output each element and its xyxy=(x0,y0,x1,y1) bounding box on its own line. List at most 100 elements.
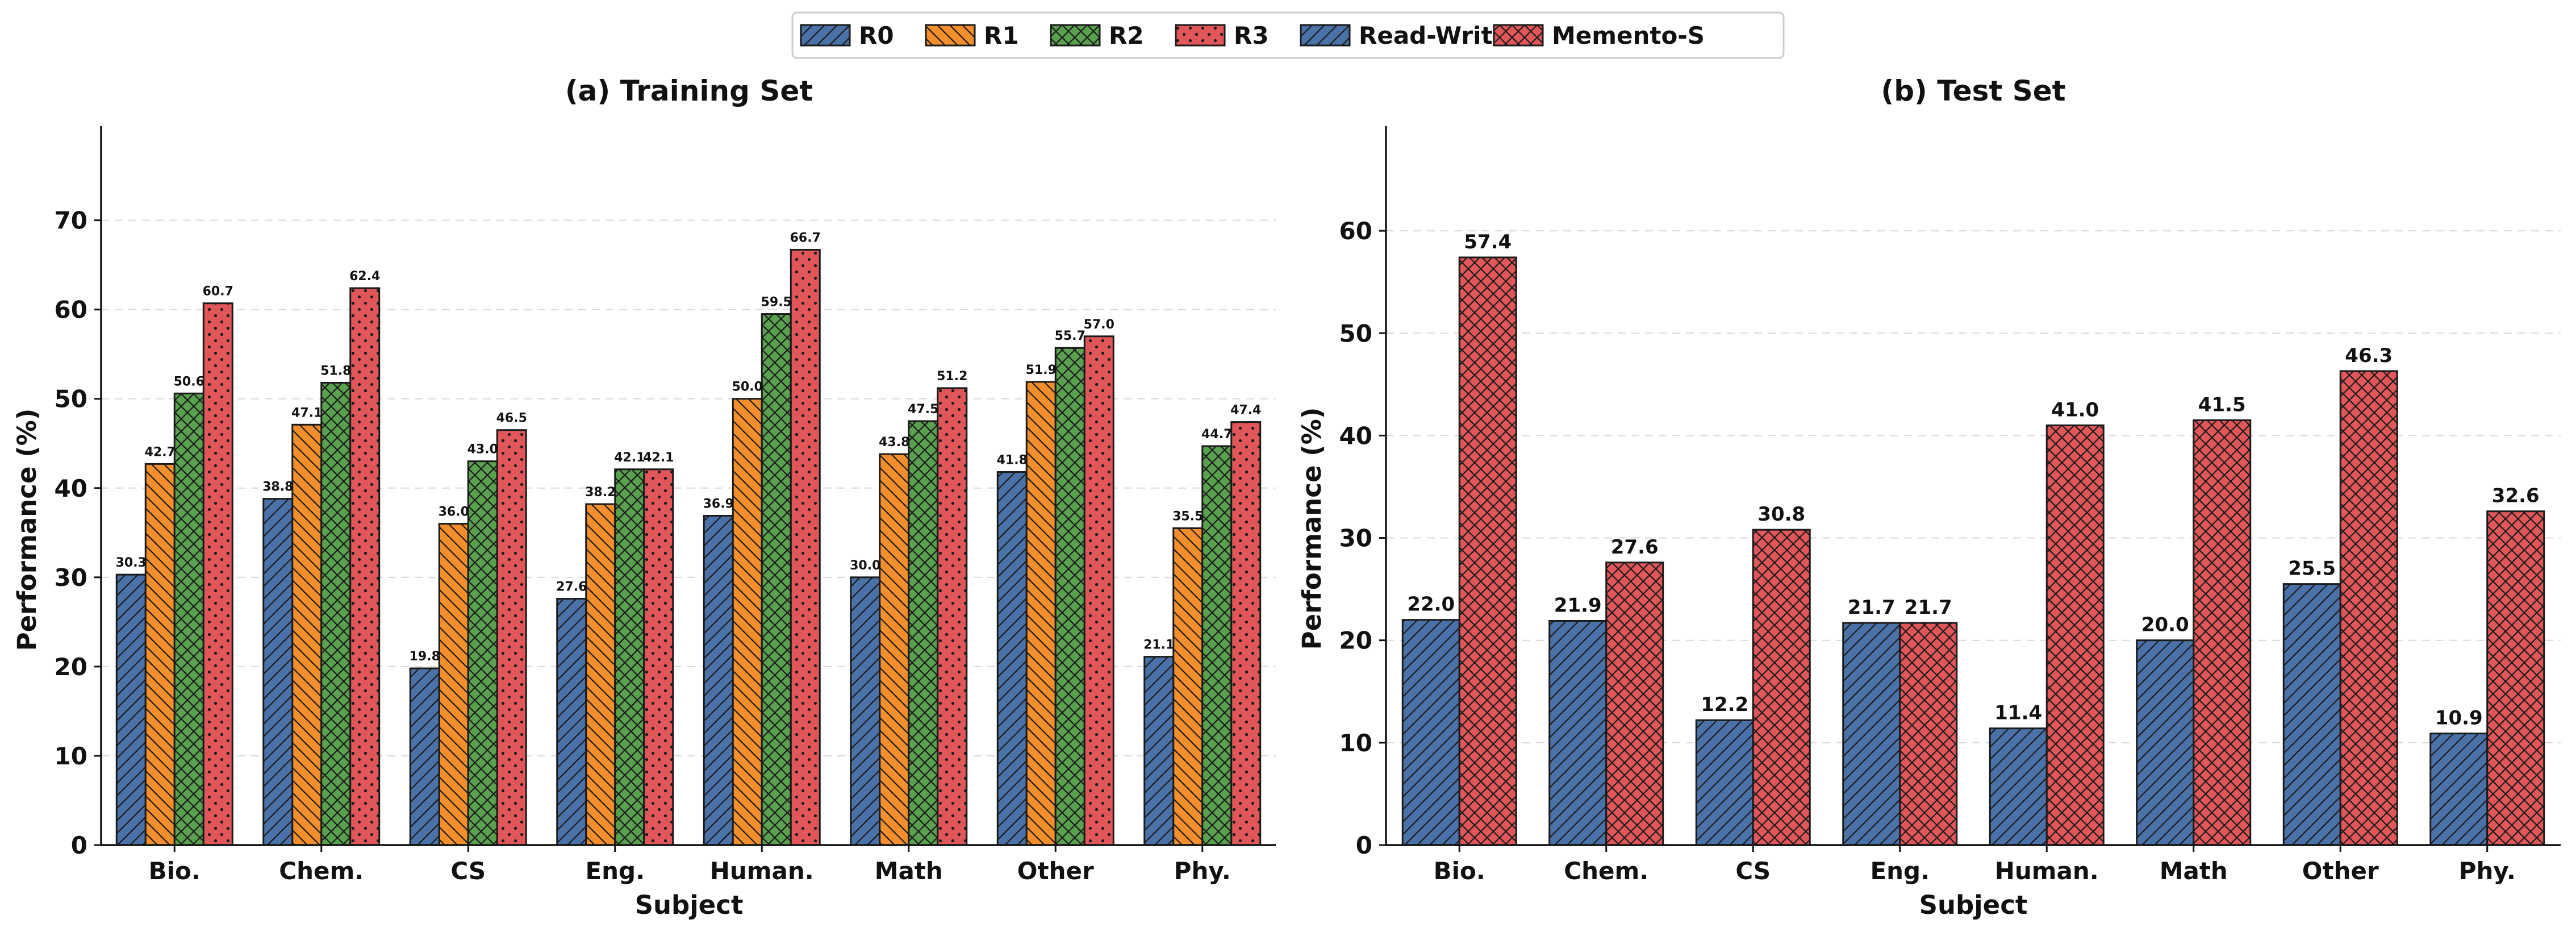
data-label: 47.1 xyxy=(291,406,322,420)
legend-item-r0: R0 xyxy=(800,22,894,49)
data-label: 43.0 xyxy=(467,443,498,457)
data-label: 41.0 xyxy=(2051,398,2099,421)
legend-item-memento-s: Memento-S xyxy=(1493,22,1705,49)
data-label: 42.1 xyxy=(614,451,645,465)
chart-title: (a) Training Set xyxy=(565,74,813,107)
bar-read-write-bio xyxy=(1401,619,1460,846)
training-set-chart: (a) Training Set Performance (%) Subject… xyxy=(12,74,1276,920)
bar-r0-chem xyxy=(262,498,294,846)
data-label: 47.5 xyxy=(908,402,938,417)
data-label: 10.9 xyxy=(2435,707,2483,730)
data-label: 11.4 xyxy=(1994,702,2042,725)
data-label: 41.8 xyxy=(997,454,1028,468)
bar-memento-s-chem xyxy=(1605,561,1664,846)
data-label: 27.6 xyxy=(556,580,587,594)
legend-item-r3: R3 xyxy=(1175,22,1269,49)
test-set-chart: (b) Test Set Performance (%) Subject 22.… xyxy=(1297,74,2561,920)
data-label: 41.5 xyxy=(2198,393,2246,416)
bar-r3-phy xyxy=(1230,421,1262,846)
bar-r2-human xyxy=(761,313,792,846)
bar-r1-other xyxy=(1025,381,1057,846)
legend-swatch xyxy=(1300,24,1351,47)
data-label: 42.1 xyxy=(643,451,674,465)
x-axis-label: Subject xyxy=(635,890,744,920)
data-label: 47.4 xyxy=(1230,403,1261,418)
data-label: 42.7 xyxy=(145,445,176,459)
data-label: 19.8 xyxy=(410,650,440,664)
legend-item-read-write: Read-Write xyxy=(1300,22,1509,49)
legend-label: Memento-S xyxy=(1552,22,1705,49)
bar-memento-s-human xyxy=(2045,424,2105,846)
y-tick-label: 20 xyxy=(55,653,87,681)
y-tick-label: 50 xyxy=(1339,319,1372,347)
bar-r1-bio xyxy=(144,463,176,846)
bar-memento-s-math xyxy=(2193,419,2252,846)
data-label: 21.9 xyxy=(1554,594,1602,617)
legend: R0 R1 R2 R3 Read-Write Memento-S xyxy=(791,11,1785,59)
chart-title: (b) Test Set xyxy=(1881,74,2065,107)
bar-r1-math xyxy=(879,453,910,846)
data-label: 55.7 xyxy=(1055,329,1085,343)
x-tick-label: Phy. xyxy=(1174,857,1231,885)
legend-label: R1 xyxy=(984,22,1019,49)
data-label: 21.7 xyxy=(1905,596,1952,619)
data-label: 57.0 xyxy=(1084,318,1114,332)
bar-r3-other xyxy=(1083,335,1114,846)
bar-r3-chem xyxy=(349,287,381,846)
bar-r0-other xyxy=(996,471,1028,846)
y-tick-label: 30 xyxy=(55,564,87,592)
x-tick-label: CS xyxy=(1735,857,1771,885)
bar-r0-human xyxy=(703,514,734,846)
data-label: 21.7 xyxy=(1848,596,1896,619)
legend-swatch xyxy=(800,24,851,47)
y-tick-label: 0 xyxy=(71,831,87,859)
data-label: 30.8 xyxy=(1757,503,1805,526)
bar-memento-s-bio xyxy=(1458,256,1517,846)
legend-frame xyxy=(791,11,1785,59)
data-label: 50.0 xyxy=(732,380,763,394)
data-label: 46.3 xyxy=(2345,344,2393,367)
data-label: 12.2 xyxy=(1701,693,1748,716)
data-label: 51.2 xyxy=(937,369,967,384)
legend-swatch xyxy=(1175,24,1226,47)
bar-r2-chem xyxy=(320,381,352,846)
data-label: 20.0 xyxy=(2141,614,2189,637)
data-label: 38.2 xyxy=(585,485,616,500)
data-label: 46.5 xyxy=(496,411,527,426)
y-tick-label: 60 xyxy=(55,296,87,324)
x-tick-label: Chem. xyxy=(279,857,364,885)
bar-r3-human xyxy=(790,248,821,846)
data-label: 44.7 xyxy=(1201,427,1232,442)
bar-read-write-cs xyxy=(1695,719,1754,846)
bar-memento-s-cs xyxy=(1752,529,1811,846)
bar-r2-cs xyxy=(467,460,498,846)
x-tick-label: CS xyxy=(450,857,486,885)
legend-swatch xyxy=(1493,24,1544,47)
x-tick-label: Phy. xyxy=(2459,857,2516,885)
x-tick-label: Bio. xyxy=(1434,857,1485,885)
bar-r2-bio xyxy=(173,392,204,846)
bar-r2-other xyxy=(1054,347,1085,846)
data-label: 30.0 xyxy=(850,559,880,573)
bar-r3-eng xyxy=(643,468,674,846)
y-axis-label: Performance (%) xyxy=(1297,407,1327,650)
x-tick-label: Other xyxy=(1017,857,1094,885)
legend-label: R3 xyxy=(1234,22,1269,49)
y-tick-label: 70 xyxy=(55,207,87,235)
bar-r1-phy xyxy=(1172,527,1204,846)
legend-label: R0 xyxy=(859,22,894,49)
data-label: 51.9 xyxy=(1026,363,1057,377)
data-label: 30.3 xyxy=(116,556,147,570)
bar-memento-s-other xyxy=(2339,370,2398,846)
legend-swatch xyxy=(925,24,976,47)
bar-read-write-chem xyxy=(1548,619,1608,846)
bar-r0-math xyxy=(850,576,881,846)
bar-r3-math xyxy=(937,387,968,846)
bar-r2-math xyxy=(908,420,939,846)
data-label: 27.6 xyxy=(1611,536,1659,559)
bar-read-write-other xyxy=(2282,583,2341,846)
bar-r0-phy xyxy=(1143,656,1175,846)
x-tick-label: Math xyxy=(875,857,943,885)
y-tick-label: 10 xyxy=(55,742,87,770)
bar-r0-cs xyxy=(409,667,440,846)
